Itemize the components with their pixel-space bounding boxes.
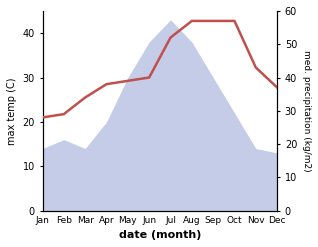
X-axis label: date (month): date (month)	[119, 230, 201, 240]
Y-axis label: med. precipitation (kg/m2): med. precipitation (kg/m2)	[302, 50, 311, 172]
Y-axis label: max temp (C): max temp (C)	[7, 77, 17, 144]
